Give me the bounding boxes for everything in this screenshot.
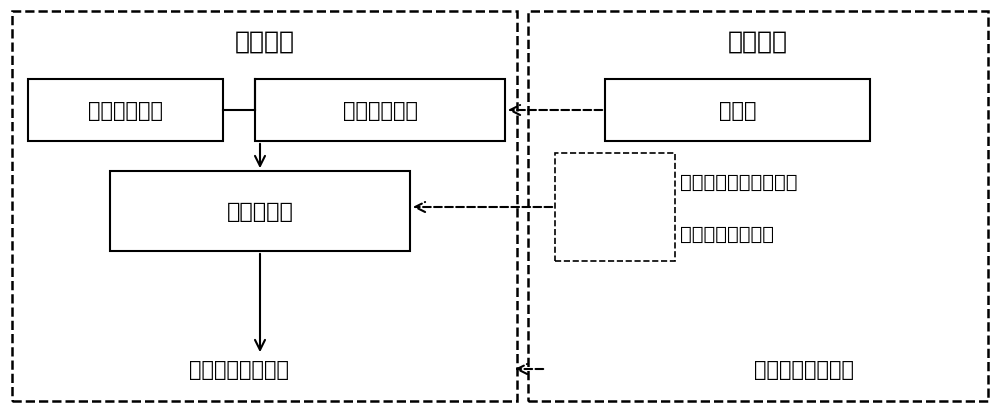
- Bar: [528, 12, 988, 401]
- Bar: [110, 171, 410, 252]
- Text: 有机固废原料: 有机固废原料: [88, 101, 163, 121]
- Bar: [605, 80, 870, 142]
- Bar: [28, 80, 223, 142]
- Text: 多孔介质材料: 多孔介质材料: [342, 101, 418, 121]
- Text: 烟气污染成分降低: 烟气污染成分降低: [754, 359, 854, 379]
- Text: 阴燃过程强度提升: 阴燃过程强度提升: [680, 224, 774, 243]
- Text: 催化剂: 催化剂: [719, 101, 756, 121]
- Text: 工艺优化: 工艺优化: [728, 30, 788, 54]
- Bar: [555, 154, 675, 261]
- Bar: [255, 80, 505, 142]
- Text: 烟气排放污染严重: 烟气排放污染严重: [189, 359, 289, 379]
- Text: 传统工艺: 传统工艺: [234, 30, 294, 54]
- Text: 阴燃反应炉: 阴燃反应炉: [227, 202, 293, 221]
- Text: 有机固废处置速率提升: 有机固废处置速率提升: [680, 172, 798, 191]
- Bar: [12, 12, 517, 401]
